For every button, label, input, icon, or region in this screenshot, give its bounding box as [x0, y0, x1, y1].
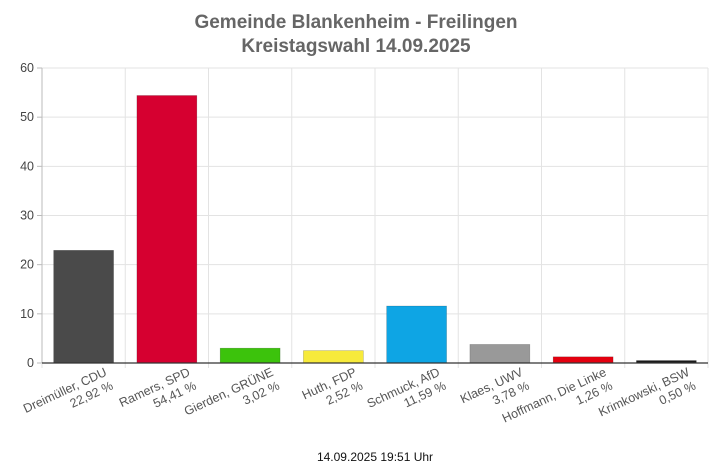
bar [53, 250, 114, 364]
y-tick-label: 40 [20, 159, 34, 173]
bar [552, 356, 614, 364]
bar [303, 350, 364, 364]
y-axis-ticks: 0 10 20 30 40 50 60 [20, 61, 34, 370]
y-tick-label: 60 [20, 61, 34, 75]
y-tick-label: 30 [20, 209, 34, 223]
bar [136, 95, 198, 364]
y-tick-label: 20 [20, 258, 34, 272]
bars [53, 95, 697, 364]
bar [219, 347, 281, 364]
axes [41, 68, 708, 364]
chart-title: Gemeinde Blankenheim - Freilingen [194, 12, 517, 33]
bar [469, 344, 531, 364]
bar [386, 305, 447, 364]
timestamp-footer: 14.09.2025 19:51 Uhr [317, 450, 433, 464]
y-tick-label: 50 [20, 110, 34, 124]
y-tick-label: 0 [27, 356, 34, 370]
y-tick-label: 10 [20, 307, 34, 321]
chart-subtitle: Kreistagswahl 14.09.2025 [241, 36, 471, 57]
